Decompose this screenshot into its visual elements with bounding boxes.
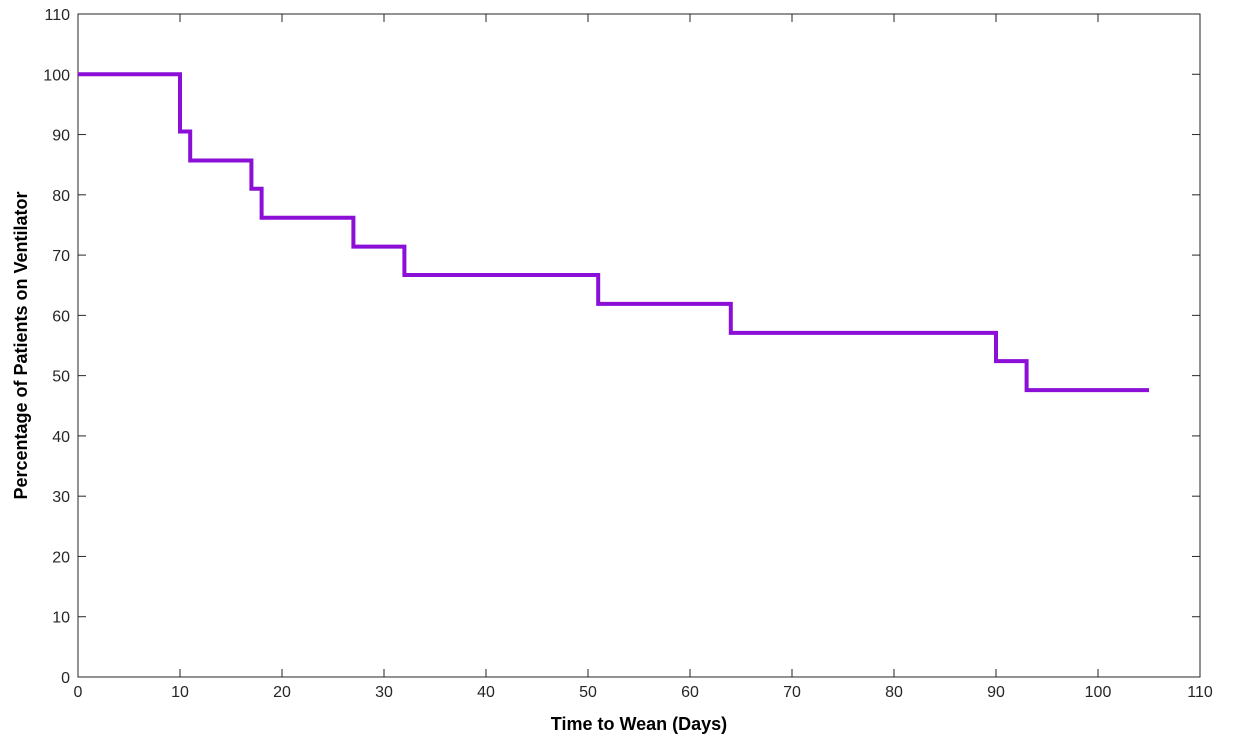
- ticks-layer: 0 10 20 30 40 50 60 70 80 90 100 110 0 10 20 30 40 50 60 70…: [43, 7, 1213, 701]
- x-tick-label: 0: [74, 684, 83, 701]
- plot-area-frame: [77, 13, 1201, 678]
- y-tick-label: 20: [52, 549, 70, 566]
- y-tick-label: 40: [52, 429, 70, 446]
- y-tick-label: 80: [52, 188, 70, 205]
- x-tick-label: 90: [987, 684, 1005, 701]
- x-axis-label: Time to Wean (Days): [551, 714, 727, 734]
- y-axis-label: Percentage of Patients on Ventilator: [11, 191, 31, 499]
- x-tick-label: 80: [885, 684, 903, 701]
- x-tick-label: 40: [477, 684, 495, 701]
- x-tick-label: 60: [681, 684, 699, 701]
- x-tick-label: 100: [1085, 684, 1112, 701]
- y-tick-label: 50: [52, 369, 70, 386]
- y-tick-label: 0: [61, 670, 70, 687]
- y-tick-label: 90: [52, 128, 70, 145]
- y-tick-label: 60: [52, 308, 70, 325]
- x-tick-label: 110: [1187, 684, 1213, 701]
- series-layer: [78, 72, 1149, 393]
- y-tick-label: 30: [52, 489, 70, 506]
- y-tick-label: 100: [43, 67, 70, 84]
- y-tick-label: 70: [52, 248, 70, 265]
- x-tick-label: 30: [375, 684, 393, 701]
- y-tick-label: 10: [52, 610, 70, 627]
- y-tick-label: 110: [44, 7, 70, 24]
- x-tick-label: 50: [579, 684, 597, 701]
- survival-step-line: [78, 72, 1149, 393]
- x-tick-label: 70: [783, 684, 801, 701]
- x-tick-label: 20: [273, 684, 291, 701]
- x-tick-label: 10: [171, 684, 189, 701]
